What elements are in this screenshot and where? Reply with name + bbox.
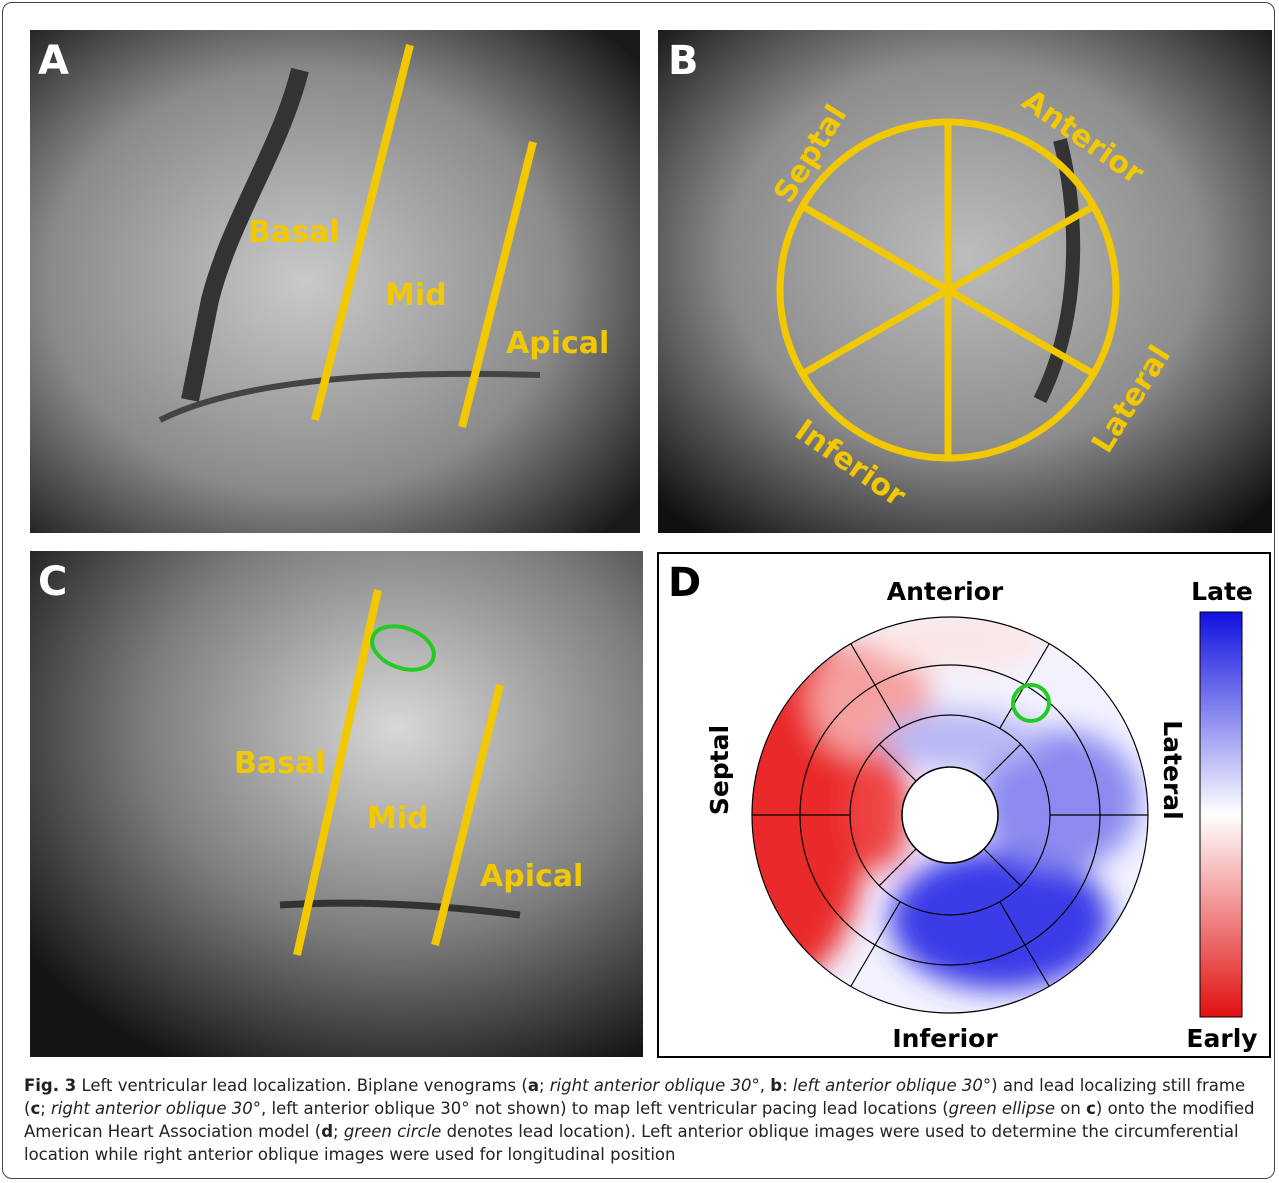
region-label: Apical [480, 859, 583, 894]
caption-run: green circle [344, 1122, 442, 1141]
page: A Basal Mid Apical B Septal Anterior Lat… [0, 0, 1279, 1183]
region-label: Mid [367, 801, 429, 836]
panel-letter: C [38, 559, 67, 605]
caption: Fig. 3 Left ventricular lead localizatio… [24, 1074, 1256, 1166]
caption-run: ; [40, 1099, 51, 1118]
orientation-label: Anterior [887, 577, 1004, 606]
caption-run: a [528, 1076, 539, 1095]
caption-run: , [760, 1076, 771, 1095]
orientation-label: Inferior [892, 1024, 998, 1053]
panel-a-image [30, 30, 640, 533]
panel-letter: D [668, 560, 701, 606]
caption-run: on [1055, 1099, 1086, 1118]
caption-run: c [30, 1099, 40, 1118]
colorbar-label: Late [1191, 577, 1253, 606]
caption-run: right anterior oblique 30° [51, 1099, 261, 1118]
region-label: Mid [385, 278, 447, 313]
caption-run: d [321, 1122, 333, 1141]
caption-run: left anterior oblique 30° [793, 1076, 991, 1095]
caption-run: Fig. 3 [24, 1076, 76, 1095]
caption-run: b [770, 1076, 782, 1095]
caption-run: Left ventricular lead localization. Bipl… [76, 1076, 528, 1095]
region-label: Basal [248, 215, 340, 250]
panel-letter: A [38, 38, 69, 84]
panel-letter: B [668, 38, 699, 84]
caption-run: c [1086, 1099, 1096, 1118]
region-label: Apical [506, 326, 609, 361]
bullseye-hole [902, 767, 998, 863]
orientation-label: Lateral [1158, 720, 1187, 819]
figure: A Basal Mid Apical B Septal Anterior Lat… [0, 0, 1279, 1070]
caption-run: ; [539, 1076, 550, 1095]
caption-run: , left anterior oblique 30° not shown) t… [261, 1099, 949, 1118]
caption-run: green ellipse [949, 1099, 1055, 1118]
orientation-label: Septal [705, 725, 734, 815]
caption-run: right anterior oblique 30° [550, 1076, 760, 1095]
panel-c-image [30, 551, 643, 1057]
region-label: Basal [234, 746, 326, 781]
colorbar [1200, 612, 1242, 1017]
caption-run: ; [333, 1122, 344, 1141]
caption-run: : [782, 1076, 793, 1095]
colorbar-label: Early [1186, 1024, 1257, 1053]
map-region [850, 750, 910, 870]
